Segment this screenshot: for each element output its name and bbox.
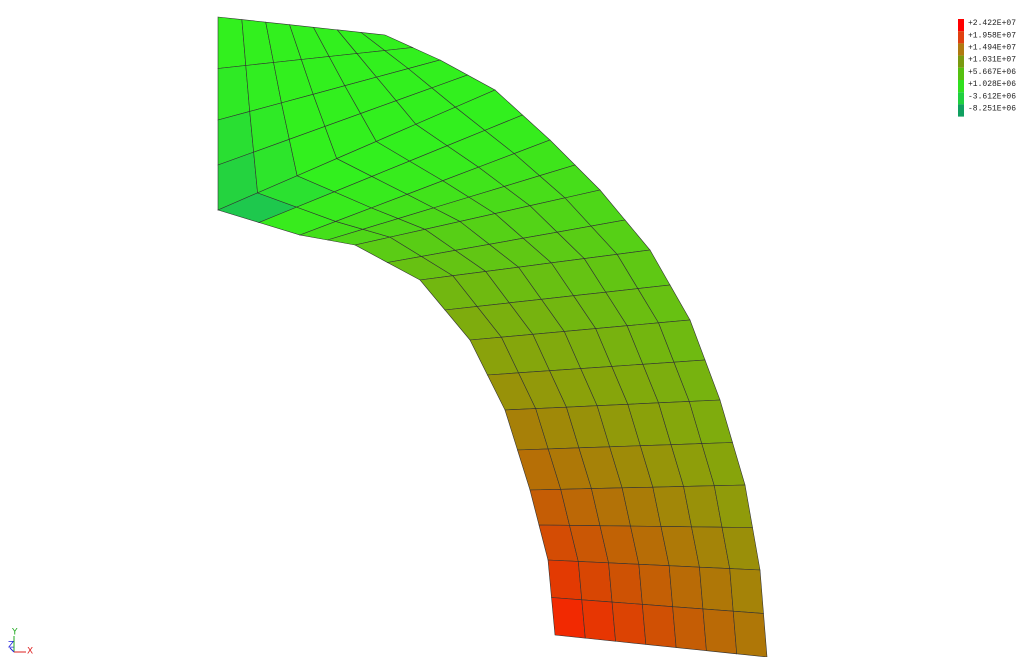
triad-z-label: Z [8,641,14,651]
mesh-element [673,607,707,651]
mesh-element [733,611,767,657]
legend-label: -3.612E+06 [968,92,1016,101]
page: +2.422E+07 +1.958E+07 +1.494E+07 +1.031E+07… [0,0,1020,657]
triad-x-label: X [27,647,33,657]
viewport: +2.422E+07 +1.958E+07 +1.494E+07 +1.031E+07… [0,0,1020,657]
legend-swatch [958,31,964,43]
mesh [218,17,767,657]
mesh-element [669,566,703,609]
legend-label: +5.667E+06 [968,68,1016,77]
mesh-element [703,609,737,654]
legend-label: +1.028E+06 [968,80,1016,89]
legend-label: +1.031E+07 [968,56,1016,65]
mesh-element [730,569,764,614]
legend-swatch [958,56,964,68]
legend-label: +2.422E+07 [968,19,1016,28]
mesh-element [642,604,676,647]
legend: +2.422E+07 +1.958E+07 +1.494E+07 +1.031E+07… [958,19,1016,117]
legend-swatch [958,92,964,104]
mesh-element [218,17,246,69]
mesh-element [218,66,250,121]
legend-label: +1.494E+07 [968,44,1016,53]
triad-y-label: Y [11,628,18,638]
legend-swatch [958,68,964,80]
legend-swatch [958,19,964,31]
legend-swatch [958,104,964,116]
legend-swatch [958,80,964,92]
mesh-element [548,560,582,600]
mesh-element [578,561,612,602]
mesh-element [612,602,646,644]
axis-triad: Y Z X [8,628,33,657]
mesh-element [639,564,673,606]
legend-label: +1.958E+07 [968,31,1016,40]
legend-swatch [958,43,964,55]
legend-label: -8.251E+06 [968,105,1016,114]
mesh-element [609,563,643,605]
mesh-element [699,567,733,611]
mesh-element [552,598,586,639]
mesh-element [582,600,616,642]
